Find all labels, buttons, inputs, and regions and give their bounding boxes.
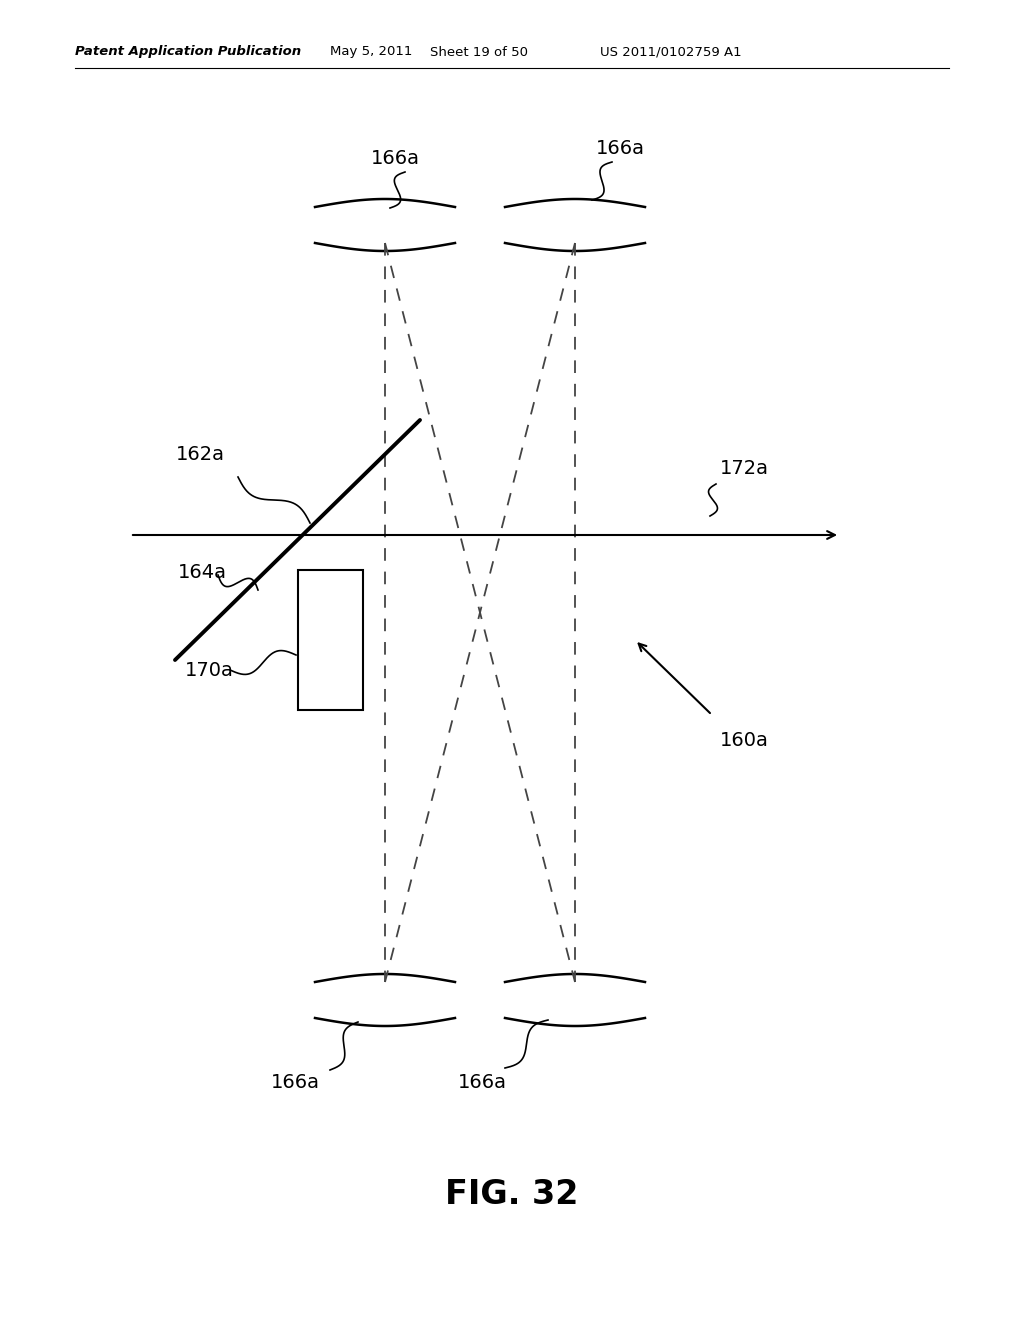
Text: 160a: 160a	[720, 730, 769, 750]
Text: 170a: 170a	[185, 660, 233, 680]
Bar	[298, 570, 362, 710]
Text: US 2011/0102759 A1: US 2011/0102759 A1	[600, 45, 741, 58]
Text: 166a: 166a	[458, 1072, 507, 1092]
Text: 166a: 166a	[596, 139, 644, 157]
Text: 166a: 166a	[371, 149, 420, 168]
Text: Patent Application Publication: Patent Application Publication	[75, 45, 301, 58]
Text: Sheet 19 of 50: Sheet 19 of 50	[430, 45, 528, 58]
Text: 172a: 172a	[720, 458, 769, 478]
Text: 166a: 166a	[270, 1072, 319, 1092]
Text: FIG. 32: FIG. 32	[445, 1179, 579, 1212]
Text: 162a: 162a	[175, 446, 224, 465]
Text: May 5, 2011: May 5, 2011	[330, 45, 413, 58]
Text: 164a: 164a	[178, 562, 227, 582]
